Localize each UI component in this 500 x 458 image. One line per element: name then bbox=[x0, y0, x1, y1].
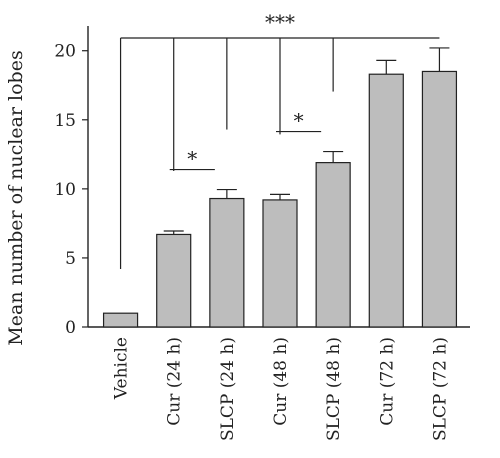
bar-0 bbox=[102, 312, 139, 328]
category-label-5: Cur (72 h) bbox=[377, 337, 397, 426]
bar-1 bbox=[156, 233, 192, 328]
category-labels: Vehicle Cur (24 h) SLCP (24 h) Cur (48 h) SL… bbox=[112, 337, 451, 441]
category-label-6: SLCP (72 h) bbox=[430, 337, 450, 441]
category-label-1: Cur (24 h) bbox=[165, 337, 185, 426]
axes: 0 5 10 15 20 bbox=[54, 26, 470, 338]
significance-label-0: *** bbox=[265, 10, 295, 34]
error-bars bbox=[163, 47, 450, 235]
category-label-0: Vehicle bbox=[112, 337, 132, 400]
bar-3 bbox=[262, 199, 298, 328]
significance-label-1: * bbox=[187, 147, 197, 171]
category-label-3: Cur (48 h) bbox=[271, 337, 291, 426]
bars bbox=[102, 70, 458, 328]
significance-label-2: * bbox=[294, 109, 304, 133]
bar-5 bbox=[368, 73, 404, 328]
y-tick-label: 5 bbox=[65, 249, 76, 269]
bar-2 bbox=[209, 197, 245, 328]
y-axis-title: Mean number of nuclear lobes bbox=[5, 50, 27, 345]
category-label-4: SLCP (48 h) bbox=[324, 337, 344, 441]
y-tick-label: 0 bbox=[65, 318, 76, 338]
significance-annotations: ***** bbox=[119, 10, 440, 269]
y-tick-label: 15 bbox=[54, 111, 76, 131]
bar-6 bbox=[421, 70, 458, 328]
y-tick-label: 20 bbox=[54, 42, 76, 62]
category-label-2: SLCP (24 h) bbox=[218, 337, 238, 441]
y-tick-label: 10 bbox=[54, 180, 76, 200]
bar-4 bbox=[315, 162, 351, 328]
